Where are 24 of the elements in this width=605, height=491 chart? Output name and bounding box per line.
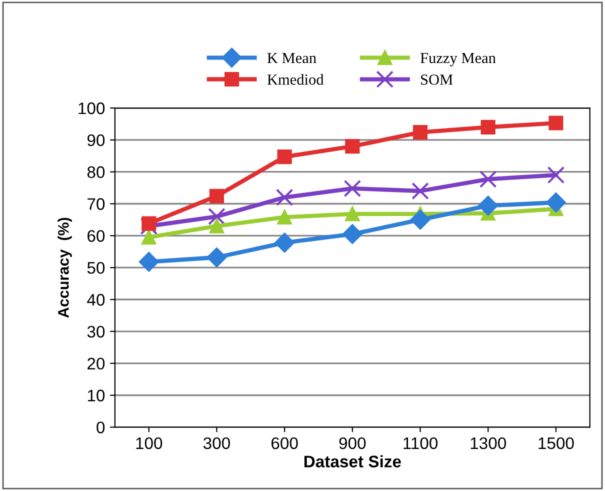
y-tick-label: 40: [87, 294, 105, 306]
y-tick-label: 90: [87, 134, 105, 146]
y-tick-label: 100: [78, 102, 105, 114]
y-tick-label: 0: [96, 422, 105, 434]
x-tick-label: 900: [339, 437, 366, 450]
y-tick-label: 70: [88, 198, 105, 210]
x-axis-title: Dataset Size: [304, 455, 401, 468]
x-tick-label: 1300: [470, 437, 506, 450]
y-tick-label: 30: [87, 326, 105, 338]
y-tick-label: 80: [87, 166, 105, 178]
x-tick-label: 600: [272, 437, 298, 450]
legend-label: K Mean: [267, 53, 316, 64]
x-tick-label: 1500: [538, 437, 574, 450]
legend-label: SOM: [421, 74, 453, 85]
legend-label: Fuzzy Mean: [420, 53, 496, 66]
x-tick-label: 100: [136, 437, 162, 450]
y-axis-title: Accuracy (%): [58, 218, 72, 318]
y-tick-label: 60: [88, 230, 105, 242]
y-tick-label: 50: [87, 262, 105, 274]
y-tick-label: 20: [88, 358, 105, 370]
legend-label: Kmediod: [267, 74, 324, 85]
x-tick-label: 1100: [404, 437, 438, 450]
y-tick-label: 10: [88, 390, 105, 402]
x-tick-label: 300: [203, 437, 230, 450]
